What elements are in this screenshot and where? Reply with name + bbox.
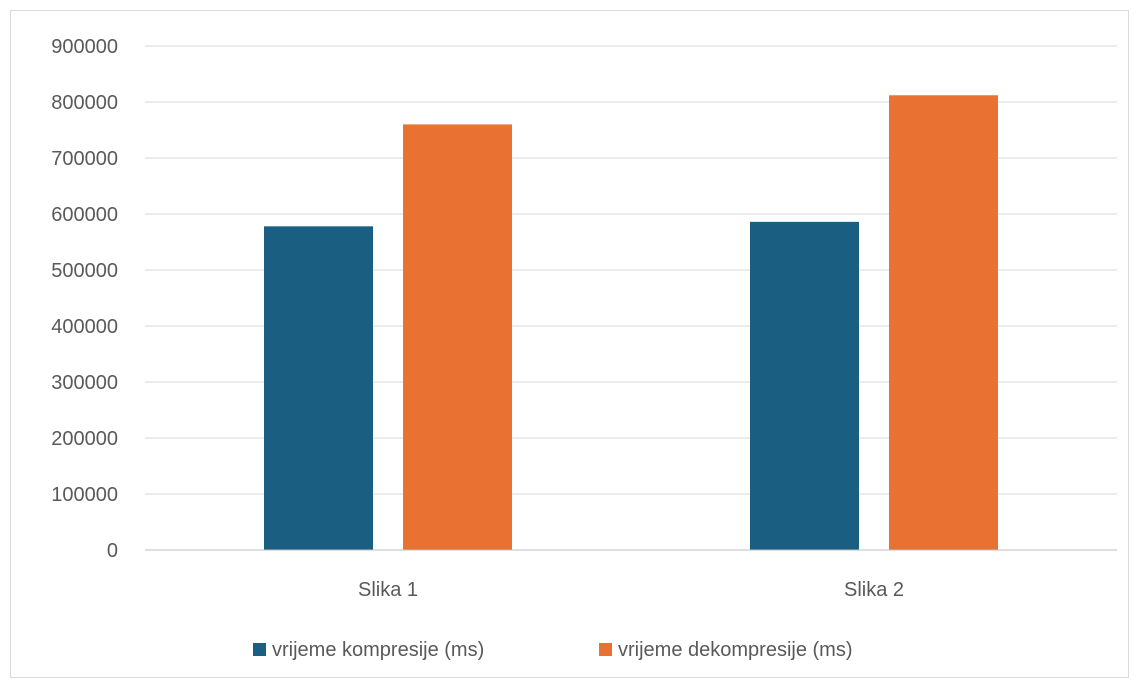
- y-tick-label: 300000: [51, 372, 118, 394]
- y-tick-label: 200000: [51, 428, 118, 450]
- bar-chart: 0 100000 200000 300000 400000 500000 600000 700…: [51, 36, 1117, 661]
- y-tick-label: 800000: [51, 92, 118, 114]
- legend-item: vrijeme dekompresije (ms): [599, 639, 853, 661]
- bars: [264, 95, 998, 551]
- y-tick-label: 900000: [51, 36, 118, 58]
- legend-swatch: [599, 643, 612, 656]
- chart-frame: 0 100000 200000 300000 400000 500000 600000 700…: [10, 10, 1129, 678]
- y-tick-label: 100000: [51, 484, 118, 506]
- y-tick-label: 0: [107, 540, 118, 562]
- y-tick-label: 500000: [51, 260, 118, 282]
- bar-series-2-category-2: [889, 95, 998, 550]
- x-category-label: Slika 1: [358, 579, 418, 601]
- legend-item: vrijeme kompresije (ms): [253, 639, 484, 661]
- y-tick-label: 700000: [51, 148, 118, 170]
- bar-series-2-category-1: [403, 124, 512, 551]
- x-category-label: Slika 2: [844, 579, 904, 601]
- legend-label: vrijeme dekompresije (ms): [618, 639, 853, 661]
- y-axis-tick-labels: 0 100000 200000 300000 400000 500000 600000 700…: [51, 36, 118, 562]
- bar-series-1-category-1: [264, 226, 373, 550]
- x-axis-category-labels: Slika 1 Slika 2: [358, 579, 904, 601]
- legend-swatch: [253, 643, 266, 656]
- y-tick-label: 400000: [51, 316, 118, 338]
- bar-series-1-category-2: [750, 221, 859, 550]
- y-tick-label: 600000: [51, 204, 118, 226]
- legend: vrijeme kompresije (ms) vrijeme dekompres…: [253, 639, 853, 661]
- legend-label: vrijeme kompresije (ms): [272, 639, 484, 661]
